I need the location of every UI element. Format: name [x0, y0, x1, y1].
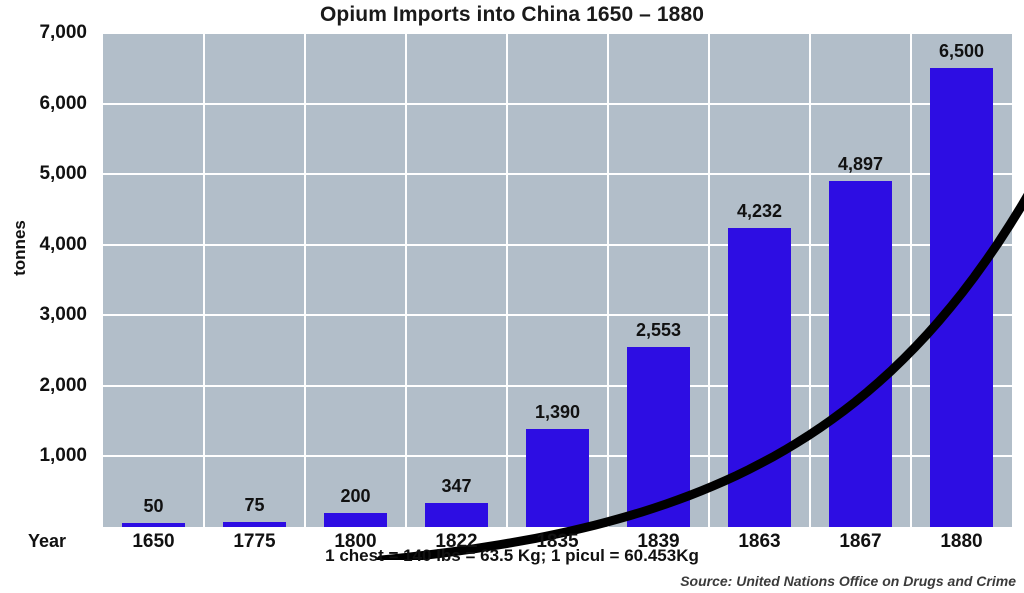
y-tick-label: 2,000: [39, 374, 87, 396]
y-tick-label: 6,000: [39, 92, 87, 114]
plot-area: 50 75 200 347 1,390 2,553 4,232 4,897 6,500: [103, 32, 1024, 560]
gridline: [103, 102, 1012, 105]
bar-value-label: 75: [244, 494, 265, 515]
source-note: Source: United Nations Office on Drugs a…: [680, 573, 1016, 589]
x-tick-label-1880: 1880: [940, 531, 983, 552]
vertical-gridline: [607, 33, 609, 527]
bar-1650[interactable]: [122, 523, 185, 527]
vertical-gridline: [809, 33, 811, 527]
bar-value-label: 347: [441, 475, 472, 496]
x-axis-title: Year: [28, 531, 67, 551]
vertical-gridline: [910, 33, 912, 527]
vertical-gridline: [203, 33, 205, 527]
bar-1800[interactable]: [324, 512, 387, 527]
x-tick-label-1650: 1650: [132, 531, 175, 552]
y-axis: 1,000 2,000 3,000 4,000 5,000 6,000 7,000: [0, 22, 95, 527]
x-tick-label-1835: 1835: [536, 531, 579, 552]
chart-title: Opium Imports into China 1650 – 1880: [319, 3, 705, 26]
y-tick-label: 5,000: [39, 163, 87, 185]
x-tick-label-1800: 1800: [334, 531, 377, 552]
x-axis: Year 1650 1775 1800 1822 1835 1839 1863 1867 188…: [0, 527, 1024, 555]
y-tick-label: 3,000: [39, 304, 87, 326]
x-tick-label-1775: 1775: [233, 531, 276, 552]
bar-1863[interactable]: [728, 228, 791, 527]
bar-1822[interactable]: [425, 502, 488, 527]
gridline: [103, 32, 1012, 34]
bar-value-label: 4,897: [837, 154, 884, 175]
bar-value-label: 6,500: [938, 41, 985, 62]
vertical-gridline: [304, 33, 306, 527]
bar-value-label: 4,232: [736, 201, 783, 222]
bar-1839[interactable]: [627, 346, 690, 527]
vertical-gridline: [405, 33, 407, 527]
gridline: [103, 173, 1012, 176]
vertical-gridline: [708, 33, 710, 527]
bar-value-label: 1,390: [534, 401, 581, 422]
x-tick-label-1822: 1822: [435, 531, 478, 552]
footnote: 1 chest = 140 lbs = 63.5 Kg; 1 picul = 6…: [325, 546, 699, 565]
x-tick-label-1863: 1863: [738, 531, 781, 552]
bar-1775[interactable]: [223, 521, 286, 527]
x-tick-label-1867: 1867: [839, 531, 882, 552]
y-axis-title: tonnes: [10, 220, 29, 276]
bar-1835[interactable]: [526, 428, 589, 527]
bar-value-label: 2,553: [635, 319, 682, 340]
bar-1880[interactable]: [930, 68, 993, 527]
bar-value-label: 50: [143, 496, 164, 516]
bar-1867[interactable]: [829, 181, 892, 527]
y-tick-label: 1,000: [39, 445, 87, 467]
bar-value-label: 200: [340, 485, 371, 506]
y-tick-label: 7,000: [39, 22, 87, 43]
y-tick-label: 4,000: [39, 233, 87, 255]
x-tick-label-1839: 1839: [637, 531, 680, 552]
trend-curve: [376, 192, 1024, 560]
vertical-gridline: [506, 33, 508, 527]
